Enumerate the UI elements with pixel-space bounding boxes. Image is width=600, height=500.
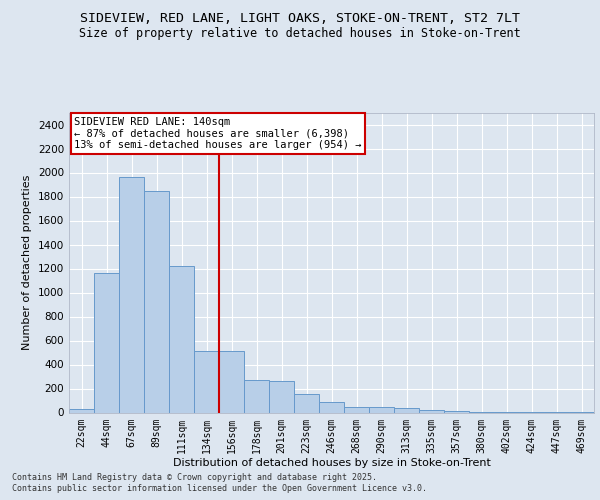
Bar xyxy=(444,410,469,412)
Bar xyxy=(194,352,219,412)
Bar xyxy=(69,409,94,412)
Text: Contains public sector information licensed under the Open Government Licence v3: Contains public sector information licen… xyxy=(12,484,427,493)
Y-axis label: Number of detached properties: Number of detached properties xyxy=(22,175,32,350)
Text: SIDEVIEW, RED LANE, LIGHT OAKS, STOKE-ON-TRENT, ST2 7LT: SIDEVIEW, RED LANE, LIGHT OAKS, STOKE-ON… xyxy=(80,12,520,26)
Bar xyxy=(319,402,344,412)
Text: Size of property relative to detached houses in Stoke-on-Trent: Size of property relative to detached ho… xyxy=(79,28,521,40)
X-axis label: Distribution of detached houses by size in Stoke-on-Trent: Distribution of detached houses by size … xyxy=(173,458,490,468)
Bar xyxy=(394,408,419,412)
Bar xyxy=(269,380,294,412)
Bar xyxy=(369,407,394,412)
Text: Contains HM Land Registry data © Crown copyright and database right 2025.: Contains HM Land Registry data © Crown c… xyxy=(12,472,377,482)
Bar xyxy=(219,352,244,412)
Text: SIDEVIEW RED LANE: 140sqm
← 87% of detached houses are smaller (6,398)
13% of se: SIDEVIEW RED LANE: 140sqm ← 87% of detac… xyxy=(74,117,362,150)
Bar xyxy=(294,394,319,412)
Bar xyxy=(119,178,144,412)
Bar xyxy=(94,274,119,412)
Bar xyxy=(169,266,194,412)
Bar xyxy=(244,380,269,412)
Bar xyxy=(419,410,444,412)
Bar xyxy=(344,406,369,412)
Bar xyxy=(144,190,169,412)
